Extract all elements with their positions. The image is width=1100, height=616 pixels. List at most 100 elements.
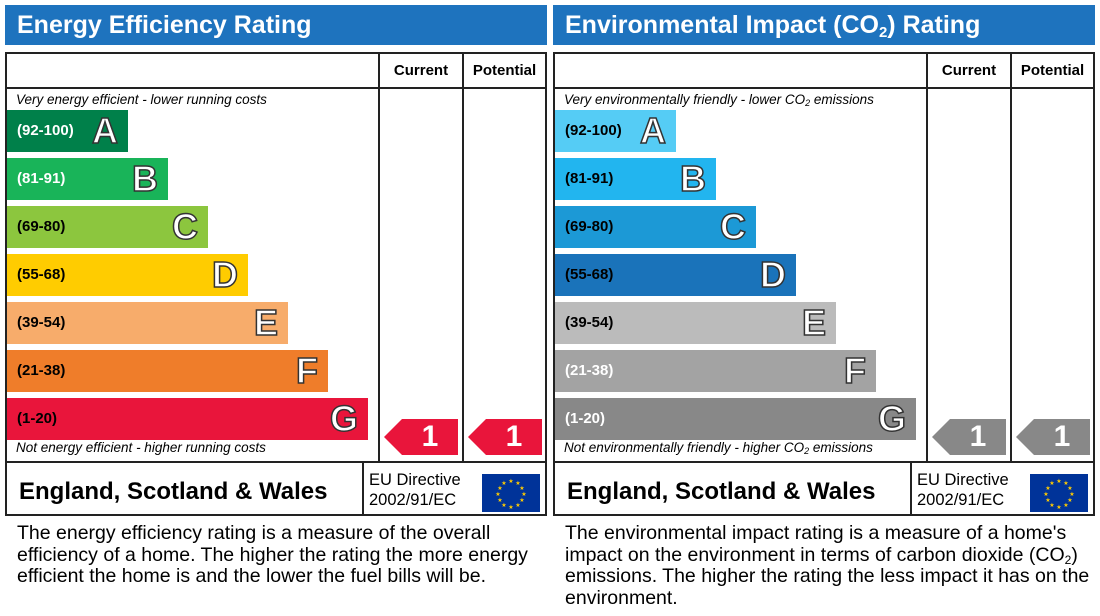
header-divider xyxy=(7,87,545,89)
band-range: (69-80) xyxy=(17,218,66,235)
band-letter: B xyxy=(131,157,159,200)
eu-flag-icon: ★ ★★ ★★★ ★★★ ★★★ xyxy=(482,474,540,512)
svg-text:★: ★ xyxy=(519,485,524,492)
band-d: (55-68) D xyxy=(7,253,248,296)
band-letter: F xyxy=(295,349,319,392)
svg-text:★: ★ xyxy=(508,478,513,485)
environmental-impact-panel: Environmental Impact (CO2) Rating Curren… xyxy=(553,5,1095,611)
svg-text:★: ★ xyxy=(519,497,524,504)
band-b: (81-91) B xyxy=(555,157,716,200)
svg-text:★: ★ xyxy=(1045,485,1050,492)
band-b: (81-91) B xyxy=(7,157,168,200)
svg-text:★: ★ xyxy=(508,504,513,511)
band-letter: G xyxy=(877,397,907,440)
band-f: (21-38) F xyxy=(7,349,328,392)
column-divider xyxy=(378,54,380,461)
band-range: (1-20) xyxy=(17,410,58,427)
eu-directive: EU Directive 2002/91/EC xyxy=(369,470,461,510)
directive-line: 2002/91/EC xyxy=(917,491,1005,509)
band-letter: E xyxy=(801,301,827,344)
svg-text:★: ★ xyxy=(1067,485,1072,492)
directive-line: EU Directive xyxy=(917,471,1009,489)
svg-text:★: ★ xyxy=(1056,478,1061,485)
band-letter: A xyxy=(91,109,119,152)
arrow-shape xyxy=(384,419,458,455)
current-rating-value: 1 xyxy=(969,420,987,453)
svg-text:★: ★ xyxy=(521,491,526,498)
band-range: (55-68) xyxy=(17,266,66,283)
title-text: ) Rating xyxy=(887,11,981,39)
note-subscript: 2 xyxy=(805,98,811,108)
description-text: The environmental impact rating is a mea… xyxy=(565,522,1067,566)
band-e: (39-54) E xyxy=(555,301,836,344)
country-label: England, Scotland & Wales xyxy=(19,478,328,505)
svg-text:★: ★ xyxy=(1049,502,1054,509)
note-text: emissions xyxy=(809,440,873,455)
inefficient-note: Not energy efficient - higher running co… xyxy=(16,440,266,455)
band-range: (81-91) xyxy=(17,170,66,187)
directive-line: EU Directive xyxy=(369,471,461,489)
column-divider xyxy=(1010,54,1012,461)
potential-rating-value: 1 xyxy=(505,420,523,453)
current-column-header: Current xyxy=(393,62,449,79)
svg-text:★: ★ xyxy=(1049,480,1054,487)
band-letter: E xyxy=(253,301,279,344)
footer-divider xyxy=(7,461,545,463)
svg-text:★: ★ xyxy=(515,502,520,509)
svg-text:★: ★ xyxy=(1063,480,1068,487)
svg-text:★: ★ xyxy=(1056,504,1061,511)
title-text: Environmental Impact (CO xyxy=(565,11,879,39)
unfriendly-note: Not environmentally friendly - higher CO… xyxy=(564,440,873,456)
energy-efficiency-panel: Energy Efficiency Rating Current Potenti… xyxy=(5,5,547,611)
energy-efficiency-title: Energy Efficiency Rating xyxy=(5,5,547,45)
band-c: (69-80) C xyxy=(7,205,208,248)
band-letter: D xyxy=(759,253,787,296)
band-f: (21-38) F xyxy=(555,349,876,392)
note-text: Very environmentally friendly - lower CO xyxy=(564,92,806,107)
band-letter: F xyxy=(843,349,867,392)
svg-text:★: ★ xyxy=(497,497,502,504)
arrow-shape xyxy=(1016,419,1090,455)
band-range: (92-100) xyxy=(17,122,74,139)
band-range: (92-100) xyxy=(565,122,622,139)
description-text: ) emissions. The higher the rating the l… xyxy=(565,543,1090,609)
band-a: (92-100) A xyxy=(7,109,128,152)
potential-rating-arrow: 1 xyxy=(1016,419,1090,455)
band-g: (1-20) G xyxy=(555,397,916,440)
note-text: emissions xyxy=(810,92,874,107)
svg-text:★: ★ xyxy=(495,491,500,498)
band-range: (55-68) xyxy=(565,266,614,283)
potential-rating-value: 1 xyxy=(1053,420,1071,453)
band-c: (69-80) C xyxy=(555,205,756,248)
arrow-shape xyxy=(468,419,542,455)
band-letter: B xyxy=(679,157,707,200)
svg-text:★: ★ xyxy=(1069,491,1074,498)
environmental-impact-title: Environmental Impact (CO2) Rating xyxy=(553,5,1095,45)
potential-column-header: Potential xyxy=(472,62,537,79)
band-letter: C xyxy=(171,205,199,248)
column-divider xyxy=(462,54,464,461)
potential-rating-arrow: 1 xyxy=(468,419,542,455)
svg-text:★: ★ xyxy=(1045,497,1050,504)
current-rating-arrow: 1 xyxy=(384,419,458,455)
band-range: (69-80) xyxy=(565,218,614,235)
header-divider xyxy=(555,87,1093,89)
band-range: (21-38) xyxy=(565,362,614,379)
country-label: England, Scotland & Wales xyxy=(567,478,876,505)
arrow-shape xyxy=(932,419,1006,455)
environmental-rating-chart: Current Potential Very environmentally f… xyxy=(553,52,1095,516)
band-d: (55-68) D xyxy=(555,253,796,296)
svg-text:★: ★ xyxy=(1063,502,1068,509)
band-a: (92-100) A xyxy=(555,109,676,152)
current-rating-value: 1 xyxy=(421,420,439,453)
svg-text:★: ★ xyxy=(501,480,506,487)
svg-text:★: ★ xyxy=(515,480,520,487)
description-subscript: 2 xyxy=(1064,552,1072,567)
band-range: (21-38) xyxy=(17,362,66,379)
energy-description: The energy efficiency rating is a measur… xyxy=(17,522,528,587)
footer-divider xyxy=(555,461,1093,463)
svg-text:★: ★ xyxy=(501,502,506,509)
footer-divider xyxy=(362,463,364,514)
title-subscript: 2 xyxy=(878,24,888,41)
current-column-header: Current xyxy=(941,62,997,79)
